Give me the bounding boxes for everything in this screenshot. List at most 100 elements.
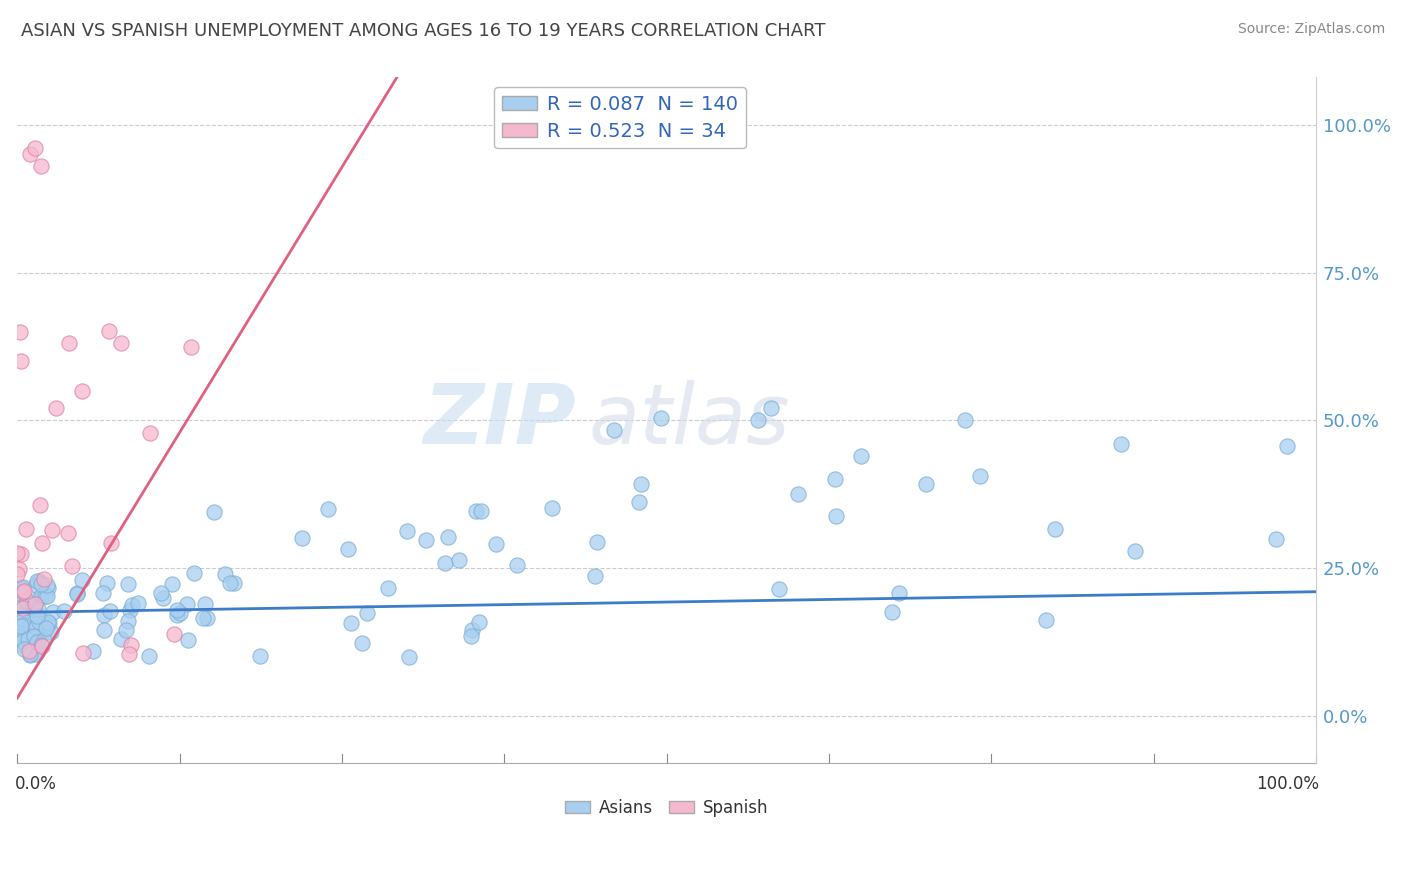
Point [96,576,118,591]
Point [60,558,83,573]
Point [224,575,246,590]
Point [1035,613,1057,627]
Point [53,604,76,618]
Point [15,593,38,607]
Point [630,477,652,491]
Point [183,566,205,581]
Point [969,469,991,483]
Point [18,647,41,661]
Point [506,558,529,573]
Point [650,411,672,425]
Text: atlas: atlas [589,380,790,461]
Point [138,648,160,663]
Point [7,614,30,628]
Point [118,647,141,661]
Point [166,603,188,617]
Point [467,615,489,629]
Point [219,575,242,590]
Point [249,648,271,663]
Point [31,588,53,602]
Point [24,620,46,634]
Point [352,635,374,649]
Point [603,423,626,437]
Point [768,582,790,597]
Point [93,623,115,637]
Point [7,586,30,600]
Point [117,614,139,628]
Point [177,633,200,648]
Point [93,607,115,622]
Point [18,147,41,161]
Point [27,644,49,658]
Point [7,596,30,610]
Point [65,586,87,600]
Point [583,569,606,583]
Point [58,526,80,541]
Point [586,535,609,549]
Point [851,449,873,463]
Point [1275,438,1298,452]
Point [152,591,174,605]
Text: ZIP: ZIP [423,380,575,461]
Point [194,597,217,611]
Point [447,552,470,566]
Point [18,643,41,657]
Point [30,638,52,652]
Text: Source: ZipAtlas.com: Source: ZipAtlas.com [1237,22,1385,37]
Point [291,531,314,545]
Point [24,141,46,155]
Point [98,604,121,618]
Point [11,601,34,615]
Point [24,647,46,661]
Point [10,637,32,651]
Point [15,522,38,536]
Point [1123,544,1146,558]
Point [58,336,80,351]
Point [31,536,53,550]
Point [22,629,45,643]
Point [8,580,31,594]
Point [1109,437,1132,451]
Point [120,639,142,653]
Point [13,642,35,657]
Point [25,608,48,623]
Point [337,541,360,556]
Point [11,633,34,648]
Point [34,589,56,603]
Point [32,633,55,648]
Point [214,566,236,581]
Point [10,547,32,561]
Point [32,573,55,587]
Point [38,616,60,631]
Point [91,586,114,600]
Point [787,486,810,500]
Point [127,596,149,610]
Legend: Asians, Spanish: Asians, Spanish [558,792,775,823]
Point [27,635,49,649]
Point [759,401,782,416]
Point [35,577,58,591]
Text: 0.0%: 0.0% [14,775,56,793]
Point [34,623,56,637]
Point [7,607,30,621]
Point [7,631,30,645]
Point [37,581,59,595]
Point [35,589,58,603]
Point [30,577,52,591]
Point [415,533,437,548]
Point [97,324,120,338]
Point [121,598,143,612]
Point [10,354,32,368]
Point [202,505,225,519]
Point [42,605,65,619]
Point [465,504,488,518]
Point [39,625,62,640]
Point [10,634,32,648]
Point [169,606,191,620]
Point [115,624,138,638]
Point [356,606,378,620]
Point [887,586,910,600]
Point [24,603,46,617]
Point [162,626,184,640]
Point [8,586,31,600]
